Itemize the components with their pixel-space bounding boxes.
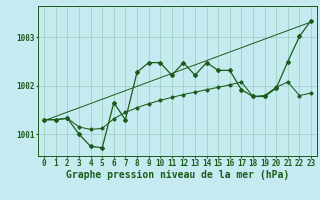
X-axis label: Graphe pression niveau de la mer (hPa): Graphe pression niveau de la mer (hPa): [66, 170, 289, 180]
